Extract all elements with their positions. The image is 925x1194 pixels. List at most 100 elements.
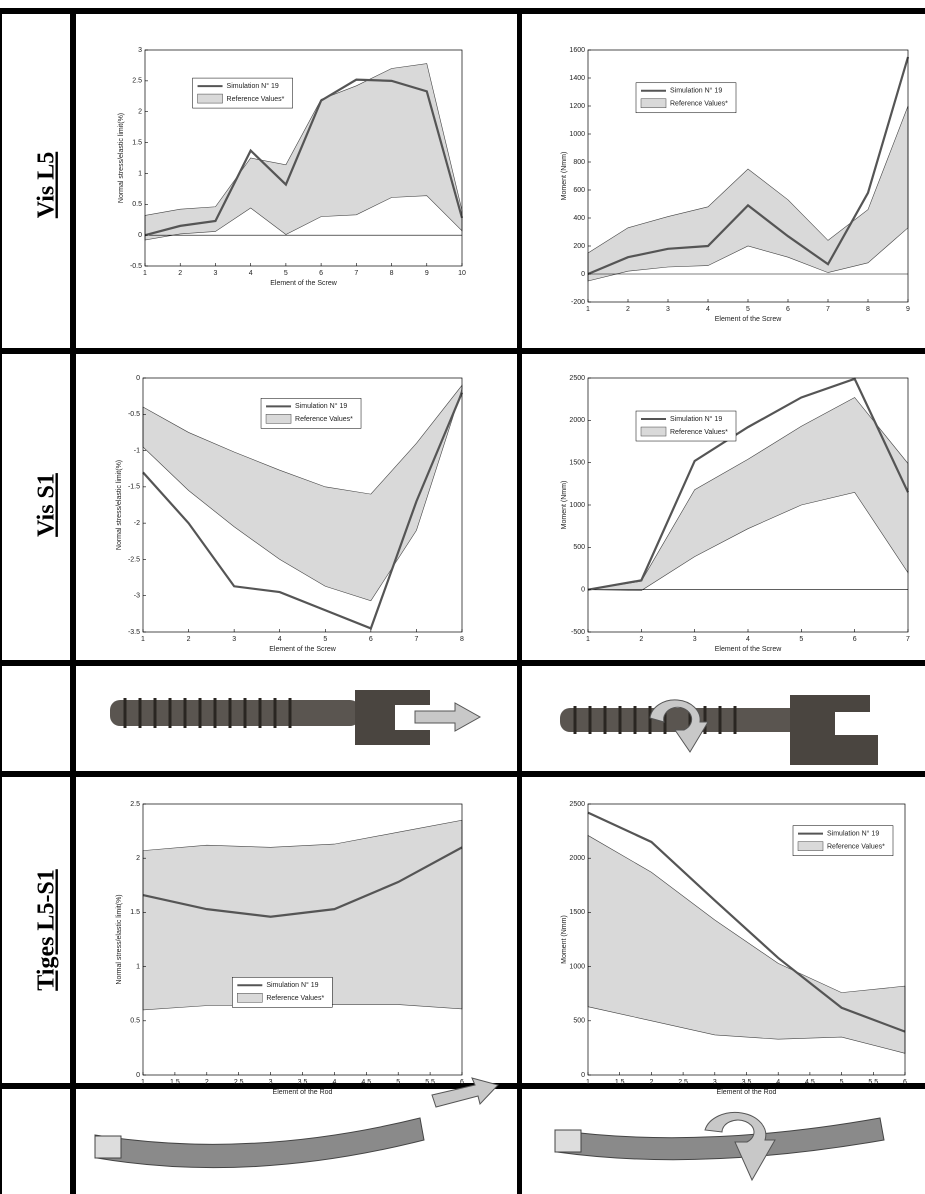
y-tick-label: 1000 (569, 502, 585, 509)
y-tick-label: 1500 (569, 460, 585, 467)
x-tick-label: 1.5 (170, 1079, 180, 1086)
y-tick-label: -1 (134, 447, 140, 454)
y-tick-label: -200 (571, 299, 585, 306)
x-tick-label: 5 (746, 306, 750, 313)
row-label: Tiges L5-S1 (34, 869, 60, 991)
screw-illustration (110, 690, 482, 745)
x-tick-label: 2 (639, 636, 643, 643)
y-tick-label: -0.5 (128, 411, 140, 418)
x-tick-label: 3 (232, 636, 236, 643)
y-tick-label: -0.5 (130, 263, 142, 270)
x-tick-label: 2 (178, 270, 182, 277)
rod-illustration (94, 1077, 499, 1169)
x-axis-label: Element of the Screw (270, 280, 337, 287)
legend-label: Simulation N° 19 (827, 830, 879, 838)
x-axis-label: Element of the Screw (715, 316, 782, 323)
x-tick-label: 8 (866, 306, 870, 313)
x-tick-label: 3 (269, 1079, 273, 1086)
x-tick-label: 1 (586, 1079, 590, 1086)
x-tick-label: 7 (354, 270, 358, 277)
x-tick-label: 9 (425, 270, 429, 277)
x-axis-label: Element of the Rod (273, 1089, 333, 1096)
y-tick-label: 0 (581, 587, 585, 594)
x-tick-label: 6 (369, 636, 373, 643)
x-tick-label: 2 (626, 306, 630, 313)
x-tick-label: 8 (390, 270, 394, 277)
x-tick-label: 7 (414, 636, 418, 643)
legend-swatch (197, 93, 223, 104)
y-tick-label: 0.5 (132, 201, 142, 208)
x-tick-label: 5 (284, 270, 288, 277)
rule (70, 8, 76, 1194)
x-tick-label: 3.5 (742, 1079, 752, 1086)
x-tick-label: 4.5 (361, 1079, 371, 1086)
y-tick-label: 0 (581, 1072, 585, 1079)
legend-label: Reference Values* (670, 429, 728, 436)
x-tick-label: 2 (187, 636, 191, 643)
legend-label: Simulation N° 19 (227, 82, 279, 90)
rule (0, 8, 2, 1194)
legend-swatch (265, 414, 292, 424)
legend-label: Simulation N° 19 (295, 402, 347, 410)
rod-illustration (554, 1111, 885, 1182)
y-tick-label: 1000 (569, 963, 585, 970)
legend-label: Simulation N° 19 (670, 87, 722, 95)
table-grid (0, 8, 925, 1194)
x-tick-label: 6 (853, 636, 857, 643)
y-tick-label: 2000 (569, 417, 585, 424)
y-axis-label: Moment (Nmm) (561, 152, 568, 201)
x-tick-label: 3 (693, 636, 697, 643)
legend-box (260, 398, 362, 429)
x-tick-label: 5.5 (425, 1079, 435, 1086)
y-tick-label: 1000 (569, 131, 585, 138)
simulation-line (142, 846, 463, 918)
x-tick-label: 5 (396, 1079, 400, 1086)
legend-swatch (640, 426, 667, 437)
x-tick-label: 5 (323, 636, 327, 643)
rule (0, 660, 925, 666)
x-tick-label: 10 (458, 270, 466, 277)
x-tick-label: 1 (143, 270, 147, 277)
y-tick-label: 1 (136, 963, 140, 970)
legend-swatch (797, 841, 824, 851)
y-tick-label: -3.5 (128, 629, 140, 636)
row-label: Vis L5 (34, 152, 60, 218)
y-tick-label: 400 (573, 215, 585, 222)
x-tick-label: 2.5 (234, 1079, 244, 1086)
simulation-line (142, 392, 464, 630)
y-tick-label: 2 (136, 855, 140, 862)
y-tick-label: -500 (571, 629, 585, 636)
y-tick-label: 500 (573, 544, 585, 551)
x-tick-label: 4 (706, 306, 710, 313)
screw-illustration (560, 695, 878, 765)
y-tick-label: 2 (138, 109, 142, 116)
y-tick-label: -3 (134, 593, 140, 600)
x-tick-label: 2.5 (678, 1079, 688, 1086)
x-axis-label: Element of the Rod (717, 1089, 777, 1096)
y-tick-label: 1400 (569, 75, 585, 82)
simulation-line (587, 377, 909, 591)
y-tick-label: -1.5 (128, 484, 140, 491)
simulation-line (144, 78, 464, 237)
x-tick-label: 1 (141, 636, 145, 643)
y-axis-label: Moment (Nmm) (561, 915, 568, 964)
x-tick-label: 1 (586, 306, 590, 313)
legend-label: Simulation N° 19 (266, 981, 318, 989)
y-tick-label: 600 (573, 187, 585, 194)
legend-swatch (237, 993, 263, 1003)
legend-label: Reference Values* (266, 995, 324, 1002)
x-tick-label: 6 (903, 1079, 907, 1086)
x-tick-label: 7 (826, 306, 830, 313)
x-tick-label: 4 (249, 270, 253, 277)
y-tick-label: 0 (138, 232, 142, 239)
x-tick-label: 4 (278, 636, 282, 643)
y-tick-label: 0 (136, 375, 140, 382)
rule (517, 8, 522, 1194)
y-axis-label: Normal stress/elastic limit(%) (118, 113, 125, 203)
y-tick-label: 0.5 (130, 1018, 140, 1025)
y-tick-label: 1.5 (132, 139, 142, 146)
legend-swatch (640, 98, 667, 109)
y-tick-label: 800 (573, 159, 585, 166)
x-tick-label: 3 (713, 1079, 717, 1086)
x-axis-label: Element of the Screw (715, 646, 782, 653)
